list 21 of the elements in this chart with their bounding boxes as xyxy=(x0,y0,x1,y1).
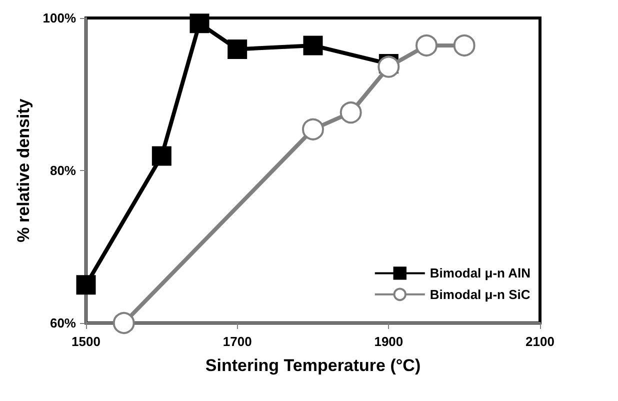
x-tick-label: 1500 xyxy=(72,334,100,349)
x-tick-label: 2100 xyxy=(526,334,554,349)
y-tick-label: 80% xyxy=(50,163,76,178)
point xyxy=(152,146,172,166)
point xyxy=(378,56,400,78)
x-axis-title: Sintering Temperature (°C) xyxy=(205,356,421,375)
y-tick-label: 60% xyxy=(50,316,76,330)
point xyxy=(340,102,362,124)
x-tick-label: 1700 xyxy=(222,334,252,349)
point xyxy=(190,14,210,34)
x-tick-label: 1900 xyxy=(374,334,404,349)
point xyxy=(112,312,135,334)
point xyxy=(416,34,438,56)
point xyxy=(303,36,323,56)
legend-label: Bimodal μ-n SiC xyxy=(430,286,531,302)
point xyxy=(76,275,96,295)
y-tick-label: 100% xyxy=(42,10,76,26)
point xyxy=(302,118,324,140)
point xyxy=(228,40,248,60)
y-axis-title: % relative density xyxy=(14,98,33,242)
legend-label: Bimodal μ-n AlN xyxy=(430,266,531,281)
